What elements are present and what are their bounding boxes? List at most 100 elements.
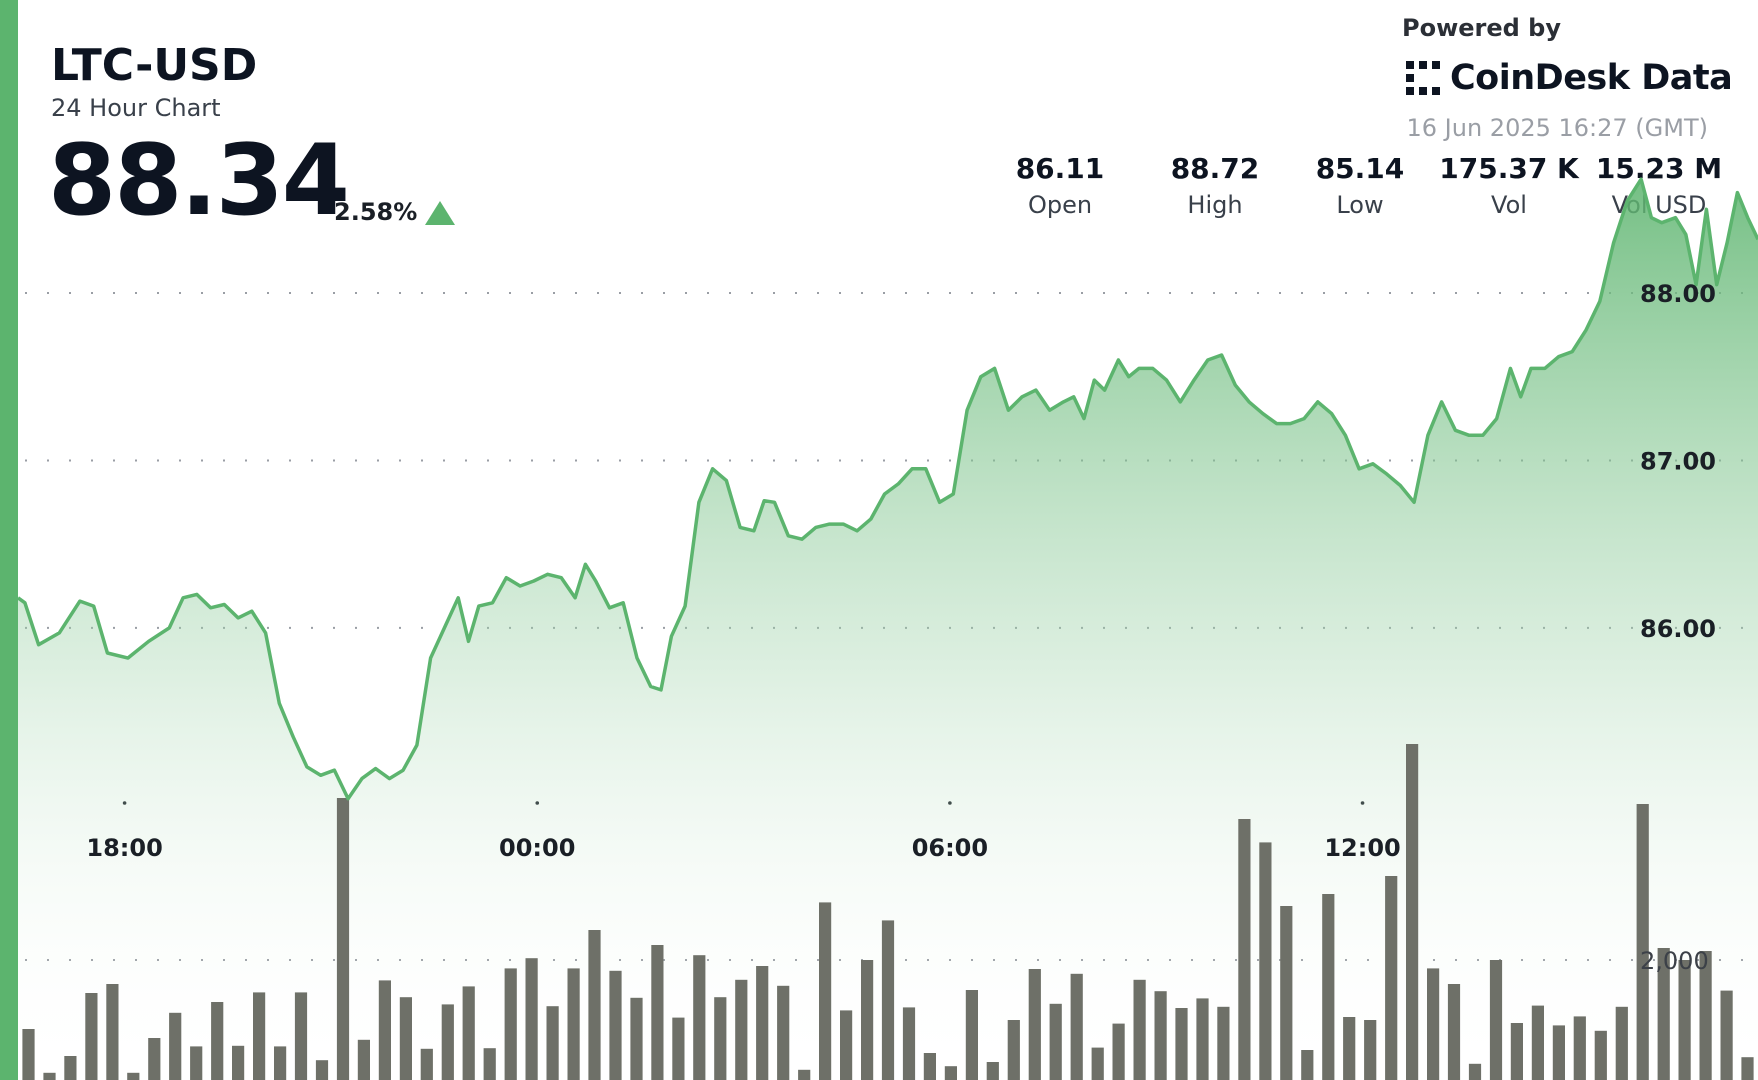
volume-bar: [504, 968, 517, 1080]
volume-bar: [965, 990, 978, 1080]
volume-bar: [1594, 1030, 1607, 1080]
volume-bar: [441, 1004, 454, 1080]
volume-bar: [43, 1072, 56, 1080]
volume-bar: [1028, 969, 1041, 1080]
volume-bar: [1615, 1006, 1628, 1080]
volume-bar: [609, 970, 622, 1080]
stat-low-label: Low: [1336, 191, 1384, 219]
volume-bar: [1322, 894, 1335, 1080]
volume-bar: [819, 902, 832, 1080]
volume-bar: [1468, 1063, 1482, 1080]
volume-bar: [1741, 1057, 1754, 1080]
volume-bar: [1238, 819, 1251, 1080]
x-tick-label: 06:00: [912, 834, 988, 862]
volume-bar: [1447, 984, 1461, 1080]
volume-bar: [1531, 1005, 1544, 1080]
volume-bar: [1427, 968, 1440, 1080]
stat-open: 86.11 Open: [985, 152, 1135, 219]
volume-bar: [1510, 1023, 1523, 1080]
x-tick-label: 12:00: [1324, 834, 1400, 862]
stat-vol-usd-value: 15.23 M: [1595, 152, 1723, 185]
volume-bar: [420, 1048, 433, 1080]
volume-bar: [211, 1002, 224, 1080]
volume-bar: [651, 945, 664, 1080]
volume-bar: [1112, 1023, 1125, 1080]
ticker-title: LTC-USD: [51, 40, 258, 91]
volume-bar: [1175, 1008, 1188, 1080]
volume-bar: [253, 992, 266, 1080]
price-area: [18, 179, 1758, 1080]
stat-open-value: 86.11: [1015, 152, 1105, 185]
volume-bar: [1489, 960, 1503, 1080]
stat-high-label: High: [1187, 191, 1243, 219]
volume-bar: [22, 1029, 35, 1080]
volume-bar: [1385, 876, 1398, 1080]
stat-vol-label: Vol: [1491, 191, 1527, 219]
volume-bar: [462, 986, 475, 1080]
accent-bar: [0, 0, 18, 1080]
volume-bar: [1364, 1020, 1377, 1080]
coindesk-logo-icon: [1406, 61, 1440, 95]
volume-bar: [881, 920, 895, 1080]
volume-bar: [483, 1048, 496, 1080]
volume-bar: [1196, 998, 1209, 1080]
volume-bar: [1343, 1017, 1356, 1080]
volume-bar: [378, 980, 391, 1080]
volume-bar: [64, 1056, 77, 1080]
volume-bar: [672, 1017, 685, 1080]
volume-bar: [1049, 1003, 1062, 1080]
volume-bar: [1552, 1025, 1565, 1080]
volume-bar: [756, 966, 769, 1080]
stat-high-value: 88.72: [1170, 152, 1260, 185]
volume-bar: [798, 1069, 811, 1080]
coindesk-logo-text: CoinDesk Data: [1450, 58, 1733, 98]
stat-vol: 175.37 K Vol: [1434, 152, 1584, 219]
volume-bar: [1301, 1050, 1314, 1080]
y-tick-label: 88.00: [1640, 280, 1716, 308]
volume-bar: [546, 1006, 559, 1080]
volume-bar: [1406, 744, 1419, 1080]
volume-bar: [944, 1066, 957, 1080]
volume-bar: [127, 1072, 140, 1080]
volume-bar: [1678, 960, 1691, 1080]
volume-tick-label: 2,000: [1640, 947, 1709, 975]
volume-bar: [1259, 842, 1272, 1080]
volume-bar: [735, 979, 748, 1080]
volume-bar: [923, 1053, 936, 1080]
volume-bar: [294, 992, 308, 1080]
volume-bar: [1070, 973, 1083, 1080]
volume-bar: [336, 798, 350, 1080]
price-change-percent: 2.58%: [334, 198, 418, 226]
coindesk-logo: CoinDesk Data: [1402, 56, 1733, 100]
volume-bar: [1657, 948, 1670, 1080]
volume-bar: [693, 955, 706, 1080]
volume-bar: [777, 985, 790, 1080]
volume-bar: [1699, 951, 1712, 1080]
volume-bar: [1154, 991, 1167, 1080]
volume-bar: [1091, 1047, 1104, 1080]
volume-bar: [1007, 1020, 1020, 1080]
volume-bar: [840, 1010, 853, 1080]
volume-bar: [1573, 1016, 1586, 1080]
volume-bar: [1636, 804, 1649, 1080]
volume-bar: [714, 997, 727, 1080]
volume-bar: [902, 1007, 916, 1080]
volume-bar: [85, 993, 98, 1080]
volume-bar: [861, 960, 874, 1080]
volume-bar: [106, 984, 119, 1080]
current-price: 88.34: [48, 124, 350, 238]
stat-low: 85.14 Low: [1285, 152, 1435, 219]
price-line: [16, 177, 1758, 801]
volume-bar: [357, 1039, 370, 1080]
volume-bar: [525, 958, 538, 1080]
volume-bar: [232, 1045, 245, 1080]
powered-by-label: Powered by: [1402, 14, 1561, 42]
y-tick-label: 86.00: [1640, 615, 1716, 643]
volume-bar: [1133, 979, 1146, 1080]
volume-bar: [148, 1038, 161, 1080]
chart-subtitle: 24 Hour Chart: [51, 94, 221, 122]
stat-open-label: Open: [1027, 191, 1093, 219]
volume-bar: [588, 930, 601, 1080]
x-tick-label: 00:00: [499, 834, 575, 862]
